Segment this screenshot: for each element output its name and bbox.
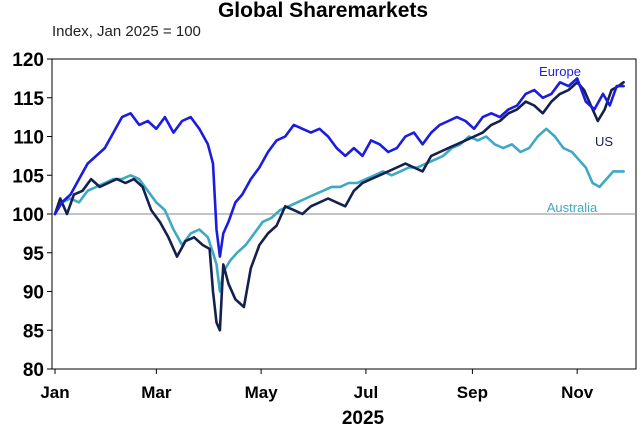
- series-line-australia: [53, 127, 625, 293]
- y-tick-label: 100: [12, 205, 44, 226]
- series-label-australia: Australia: [547, 200, 598, 215]
- y-tick-label: 95: [23, 244, 45, 265]
- series-label-us: US: [595, 134, 613, 149]
- y-tick-label: 85: [23, 321, 45, 342]
- series-labels: Europe US Australia: [539, 64, 613, 215]
- x-tick-label: Sep: [457, 383, 488, 402]
- x-tick-label: May: [245, 383, 279, 402]
- x-tick-label: Jul: [354, 383, 379, 402]
- x-axis: Jan Mar May Jul Sep Nov: [40, 369, 594, 402]
- x-tick-label: Nov: [561, 383, 594, 402]
- y-tick-label: 110: [13, 128, 44, 149]
- y-tick-label: 90: [23, 283, 44, 304]
- x-axis-year-label: 2025: [342, 408, 385, 429]
- series-label-europe: Europe: [539, 64, 581, 79]
- series-lines: [53, 77, 625, 332]
- series-line-europe: [53, 77, 625, 258]
- y-tick-label: 80: [23, 360, 44, 381]
- y-axis: 80 85 90 95 100 105 110 115 120: [12, 50, 52, 381]
- x-tick-label: Mar: [141, 383, 172, 402]
- x-tick-label: Jan: [40, 383, 69, 402]
- series-line-us: [53, 81, 625, 332]
- chart-subtitle: Index, Jan 2025 = 100: [52, 23, 201, 40]
- chart-title: Global Sharemarkets: [218, 0, 428, 22]
- y-tick-label: 105: [12, 166, 44, 187]
- y-tick-label: 115: [13, 89, 44, 110]
- y-tick-label: 120: [12, 50, 44, 71]
